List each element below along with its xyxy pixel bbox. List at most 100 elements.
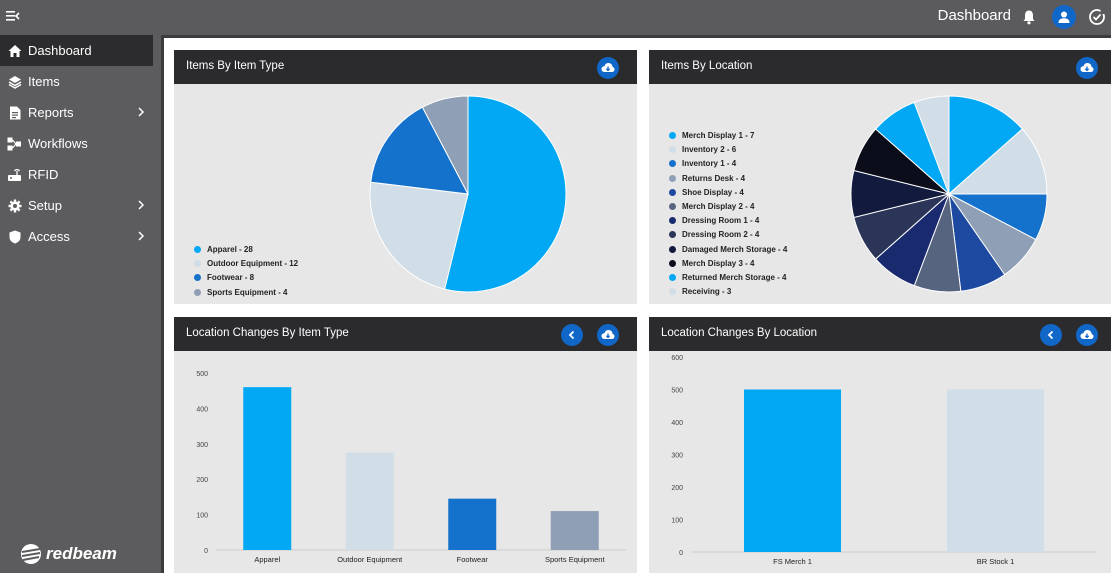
legend-item[interactable]: Dressing Room 1 - 4 — [669, 216, 759, 225]
legend-swatch — [669, 174, 676, 182]
legend-item[interactable]: Returned Merch Storage - 4 — [669, 273, 786, 282]
sidebar-item-setup[interactable]: Setup — [0, 190, 153, 221]
bar[interactable] — [947, 389, 1044, 553]
user-icon[interactable] — [1052, 5, 1076, 29]
legend-item[interactable]: Merch Display 2 - 4 — [669, 202, 754, 211]
legend-item[interactable]: Inventory 2 - 6 — [669, 145, 736, 154]
bar[interactable] — [744, 389, 841, 553]
legend-label: Shoe Display - 4 — [682, 187, 744, 197]
legend-swatch — [669, 245, 676, 253]
legend-swatch — [669, 288, 676, 296]
cloud-download-icon[interactable] — [1076, 324, 1098, 346]
y-tick-label: 200 — [196, 477, 208, 484]
chevron-left-icon[interactable] — [1040, 324, 1062, 346]
menu-collapse-icon[interactable] — [6, 9, 20, 23]
legend-swatch — [669, 146, 676, 154]
pie-slice[interactable] — [369, 181, 469, 290]
legend-item[interactable]: Footwear - 8 — [194, 273, 254, 282]
y-tick-label: 200 — [671, 485, 683, 492]
bar[interactable] — [345, 452, 394, 550]
sidebar-item-rfid[interactable]: RFID — [0, 159, 153, 190]
sidebar-item-label: Setup — [28, 198, 62, 213]
panel-header: Items By Location — [649, 50, 1111, 84]
pie-slice[interactable] — [370, 106, 469, 195]
panel-title: Location Changes By Item Type — [186, 327, 349, 339]
legend-item[interactable]: Inventory 1 - 4 — [669, 159, 736, 168]
top-bar: Dashboard — [0, 0, 1111, 35]
legend-swatch — [669, 188, 676, 196]
legend-swatch — [194, 260, 201, 268]
legend-item[interactable]: Merch Display 1 - 7 — [669, 131, 754, 140]
legend-item[interactable]: Damaged Merch Storage - 4 — [669, 245, 787, 254]
legend-item[interactable]: Apparel - 28 — [194, 245, 253, 254]
pie-slice[interactable] — [443, 95, 567, 293]
bar[interactable] — [448, 498, 497, 550]
legend-label: Merch Display 2 - 4 — [682, 202, 755, 211]
cloud-download-icon[interactable] — [597, 324, 619, 346]
legend-label: Merch Display 3 - 4 — [682, 258, 755, 268]
pie-slice[interactable] — [947, 128, 1048, 195]
y-tick-label: 0 — [679, 550, 683, 557]
rfid-reader-icon — [7, 167, 22, 182]
chevron-left-icon[interactable] — [561, 324, 583, 346]
sidebar-item-access[interactable]: Access — [0, 221, 153, 252]
y-tick-label: 100 — [196, 513, 208, 520]
legend-item[interactable]: Dressing Room 2 - 4 — [669, 230, 759, 239]
bell-icon[interactable] — [1017, 5, 1041, 29]
legend-item[interactable]: Returns Desk - 4 — [669, 174, 745, 183]
legend-item[interactable]: Receiving - 3 — [669, 287, 731, 296]
x-tick-label: Apparel — [254, 555, 280, 564]
sidebar-item-workflows[interactable]: Workflows — [0, 128, 153, 159]
sidebar-item-items[interactable]: Items — [0, 66, 153, 97]
y-tick-label: 100 — [671, 518, 683, 525]
sidebar-item-dashboard[interactable]: Dashboard — [0, 35, 153, 66]
panel-title: Items By Item Type — [186, 60, 285, 72]
bar[interactable] — [243, 387, 292, 550]
legend-label: Footwear - 8 — [207, 273, 255, 283]
legend-item[interactable]: Shoe Display - 4 — [669, 188, 744, 197]
sidebar-item-label: Workflows — [28, 136, 88, 151]
workflow-icon — [7, 136, 22, 151]
dashboard-content: Items By Item Type Apparel - 28 Outdoor E… — [161, 35, 1111, 573]
bar-chart-changes-by-location: 0 100 200 300 400 500 600 FS Merch 1 BR Stock 1 — [671, 355, 1097, 566]
cloud-download-icon[interactable] — [1076, 57, 1098, 79]
pie-slice[interactable] — [948, 95, 1024, 196]
pie-slice[interactable] — [913, 95, 950, 195]
chevron-right-icon — [137, 106, 145, 118]
legend-swatch — [669, 160, 676, 168]
sidebar-item-label: RFID — [28, 167, 59, 182]
logo-mark-icon — [21, 544, 41, 564]
x-tick-label: Outdoor Equipment — [337, 555, 403, 564]
legend-label: Merch Display 1 - 7 — [682, 131, 755, 140]
bar[interactable] — [550, 511, 599, 550]
legend-swatch — [669, 231, 676, 239]
panel-header: Items By Item Type — [174, 50, 637, 84]
legend-label: Receiving - 3 — [682, 287, 732, 297]
y-tick-label: 300 — [196, 442, 208, 449]
y-tick-label: 600 — [671, 355, 683, 362]
legend-label: Dressing Room 1 - 4 — [682, 216, 760, 226]
legend-swatch — [669, 274, 676, 281]
panel-location-changes-by-item-type: Location Changes By Item Type 0 100 200 300… — [174, 317, 637, 573]
chevron-right-icon — [137, 199, 145, 211]
sidebar: Dashboard Items Reports Workflows RFID S… — [0, 35, 161, 573]
legend-label: Apparel - 28 — [207, 245, 253, 254]
gear-icon — [7, 198, 22, 213]
sidebar-item-label: Dashboard — [28, 43, 92, 58]
sidebar-item-reports[interactable]: Reports — [0, 97, 153, 128]
sync-icon[interactable] — [1085, 5, 1109, 29]
x-tick-label: Sports Equipment — [545, 555, 606, 564]
legend-item[interactable]: Merch Display 3 - 4 — [669, 259, 754, 268]
y-tick-label: 400 — [671, 420, 683, 427]
legend-item[interactable]: Sports Equipment - 4 — [194, 288, 287, 297]
legend-label: Damaged Merch Storage - 4 — [682, 244, 788, 254]
cloud-download-icon[interactable] — [597, 57, 619, 79]
panel-items-by-item-type: Items By Item Type Apparel - 28 Outdoor E… — [174, 50, 637, 304]
chevron-right-icon — [137, 230, 145, 242]
legend-label: Inventory 2 - 6 — [682, 145, 737, 155]
legend-item[interactable]: Outdoor Equipment - 12 — [194, 259, 298, 268]
legend-label: Outdoor Equipment - 12 — [207, 259, 299, 269]
legend-swatch — [669, 259, 676, 267]
shield-icon — [7, 229, 22, 244]
pie-slice[interactable] — [421, 95, 469, 195]
